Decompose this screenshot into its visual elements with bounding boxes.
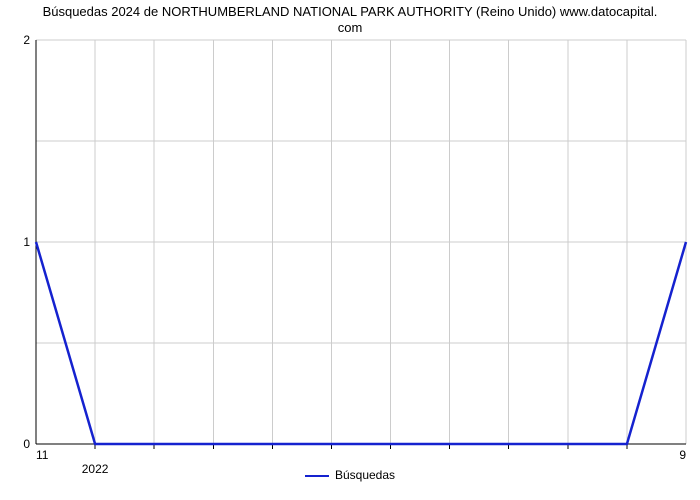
y-tick-label: 2: [10, 33, 30, 47]
chart-title: Búsquedas 2024 de NORTHUMBERLAND NATIONA…: [0, 4, 700, 35]
chart-container: Búsquedas 2024 de NORTHUMBERLAND NATIONA…: [0, 0, 700, 500]
x-tick-label: 11: [36, 448, 48, 462]
plot-svg: [36, 40, 686, 449]
legend-label: Búsquedas: [335, 468, 395, 482]
x-tick-label: 9: [679, 448, 686, 462]
legend-swatch: [305, 475, 329, 477]
y-tick-label: 1: [10, 235, 30, 249]
chart-title-line2: com: [338, 20, 363, 35]
y-tick-label: 0: [10, 437, 30, 451]
plot-area: [36, 40, 686, 444]
chart-title-line1: Búsquedas 2024 de NORTHUMBERLAND NATIONA…: [43, 4, 658, 19]
legend: Búsquedas: [0, 468, 700, 482]
